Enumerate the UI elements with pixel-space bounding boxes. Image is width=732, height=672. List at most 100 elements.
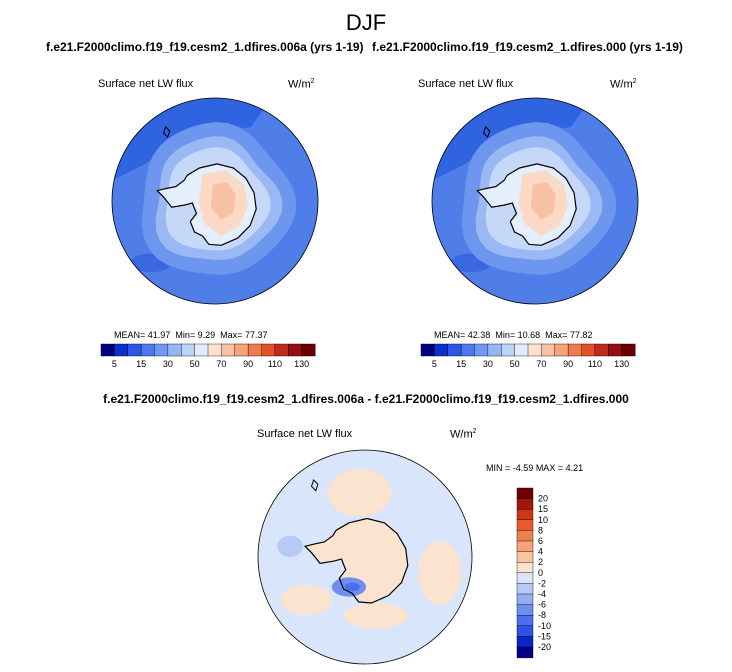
colorbar-box (608, 343, 623, 357)
colorbar-box (247, 343, 263, 357)
diff-map-border (257, 449, 473, 665)
colorbar-tick-label: 5 (112, 359, 117, 369)
colorbar-box (581, 343, 596, 357)
colorbar-box (516, 604, 534, 616)
diff-positive-south (343, 603, 408, 629)
colorbar-box (181, 343, 196, 357)
colorbar-tick-label: 15 (456, 359, 466, 369)
panel2-stats: MEAN= 42.38 Min= 10.68 Max= 77.82 (434, 330, 593, 340)
colorbar-tick-label: 90 (563, 359, 573, 369)
diff-units: W/m2 (450, 428, 477, 441)
map-border (431, 97, 639, 305)
colorbar-box (447, 343, 462, 357)
diff-title: f.e21.F2000climo.f19_f19.cesm2_1.dfires.… (103, 392, 629, 406)
panel1-case-title: f.e21.F2000climo.f19_f19.cesm2_1.dfires.… (46, 40, 364, 54)
colorbar-box (501, 343, 516, 357)
diff-positive-north (327, 469, 392, 517)
colorbar-box (516, 487, 534, 500)
colorbar-box (221, 343, 236, 357)
colorbar-tick-label: 20 (538, 494, 548, 504)
colorbar-box (516, 540, 534, 553)
colorbar-box (487, 343, 502, 357)
panel1-variable: Surface net LW flux (98, 78, 194, 90)
colorbar-tick-label: 0 (538, 568, 543, 578)
colorbar-tick-label: -6 (538, 600, 546, 610)
colorbar-box (516, 636, 534, 648)
colorbar-tick-label: 6 (538, 536, 543, 546)
colorbar-box (207, 343, 222, 357)
panel2-units: W/m2 (610, 78, 637, 91)
colorbar-tick-label: 5 (432, 359, 437, 369)
colorbar-box (274, 343, 289, 357)
colorbar-box (554, 343, 569, 357)
colorbar-box (621, 343, 636, 357)
panel2-case-title: f.e21.F2000climo.f19_f19.cesm2_1.dfires.… (372, 40, 683, 54)
panel1-units: W/m2 (288, 78, 315, 91)
diff-minmax: MIN = -4.59 MAX = 4.21 (486, 463, 584, 473)
season-title: DJF (345, 10, 387, 35)
colorbar-box (516, 614, 534, 627)
diff-variable: Surface net LW flux (257, 428, 353, 440)
colorbar-box (434, 343, 449, 357)
colorbar-box (516, 625, 534, 637)
colorbar-box (567, 343, 583, 357)
diff-south-america-tip (310, 479, 319, 492)
panel1-colorbar: 5 15 30 50 70 90 110 130 (100, 343, 316, 369)
panel2-variable: Surface net LW flux (418, 78, 514, 90)
colorbar-tick-label: -15 (538, 631, 551, 641)
colorbar-box (460, 343, 476, 357)
panel2-colorbar: 5 15 30 50 70 90 110 130 (420, 343, 636, 369)
colorbar-box (288, 343, 303, 357)
colorbar-tick-label: 110 (588, 359, 602, 369)
colorbar-tick-label: 30 (483, 359, 493, 369)
colorbar-box (114, 343, 129, 357)
colorbar-box (234, 343, 249, 357)
diff-positive-east (418, 540, 462, 606)
colorbar-tick-label: -4 (538, 589, 546, 599)
colorbar-tick-label: 4 (538, 547, 543, 557)
colorbar-box (167, 343, 182, 357)
colorbar-box (194, 343, 209, 357)
colorbar-box (516, 572, 534, 584)
colorbar-box (516, 593, 534, 606)
colorbar-tick-label: -20 (538, 642, 551, 652)
plateau-core (210, 182, 236, 220)
panel1-map (111, 97, 319, 305)
panel2-map (431, 97, 639, 305)
colorbar-box (516, 509, 534, 521)
colorbar-tick-label: 15 (538, 504, 548, 514)
colorbar-tick-label: 70 (216, 359, 226, 369)
colorbar-box (474, 343, 489, 357)
colorbar-box (261, 343, 276, 357)
colorbar-box (154, 343, 169, 357)
colorbar-tick-label: -2 (538, 578, 546, 588)
colorbar-box (100, 343, 115, 357)
colorbar-box (514, 343, 529, 357)
panel1-stats: MEAN= 41.97 Min= 9.29 Max= 77.37 (114, 330, 268, 340)
colorbar-box (516, 583, 534, 595)
colorbar-tick-label: 50 (190, 359, 200, 369)
colorbar-box (127, 343, 142, 357)
colorbar-box (516, 646, 534, 659)
colorbar-box (301, 343, 316, 357)
south-america-tip (482, 125, 491, 139)
colorbar-tick-label: 50 (510, 359, 520, 369)
colorbar-box (516, 551, 534, 563)
colorbar-box (541, 343, 556, 357)
colorbar-tick-label: 110 (268, 359, 282, 369)
diff-positive-continent (305, 518, 408, 603)
diff-negative-min (344, 582, 360, 592)
colorbar-tick-label: 130 (294, 359, 309, 369)
colorbar-box (516, 561, 534, 574)
coastline (476, 163, 577, 246)
colorbar-box (527, 343, 542, 357)
diff-map (257, 449, 473, 665)
colorbar-box (594, 343, 609, 357)
colorbar-tick-label: 10 (538, 515, 548, 525)
colorbar-tick-label: 2 (538, 557, 543, 567)
colorbar-box (516, 498, 534, 510)
south-america-tip (162, 125, 171, 139)
plateau-core (530, 182, 556, 220)
colorbar-tick-label: 70 (536, 359, 546, 369)
